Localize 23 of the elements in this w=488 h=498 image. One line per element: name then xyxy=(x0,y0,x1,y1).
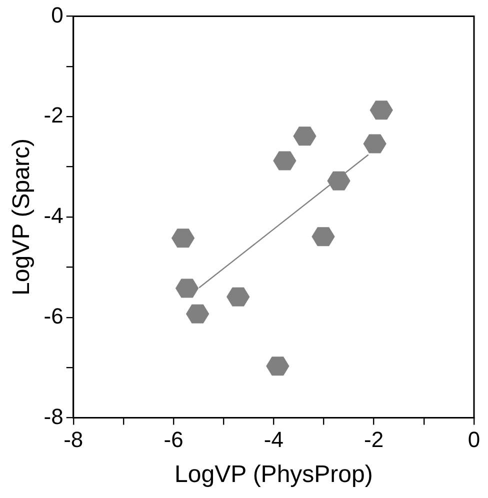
point xyxy=(363,134,386,154)
point xyxy=(172,228,195,248)
x-tick-label: 0 xyxy=(468,427,480,452)
y-tick-label: -2 xyxy=(44,102,64,128)
x-tick-label: -8 xyxy=(64,427,84,452)
y-axis-title: LogVP (Sparc) xyxy=(8,138,36,296)
point xyxy=(293,126,316,146)
point xyxy=(186,304,210,324)
y-tick-label: -4 xyxy=(44,203,64,228)
point xyxy=(327,171,350,190)
x-tick-label: -6 xyxy=(164,427,184,452)
y-tick-label: 0 xyxy=(51,2,64,28)
point xyxy=(273,151,296,170)
x-tick-label: -2 xyxy=(364,427,384,452)
point xyxy=(176,278,199,298)
y-tick-label: -8 xyxy=(44,404,64,429)
point xyxy=(266,356,290,376)
y-tick-label: -6 xyxy=(44,303,64,328)
point xyxy=(226,287,250,306)
x-axis-title: LogVP (PhysProp) xyxy=(174,461,373,488)
x-tick-label: -4 xyxy=(264,427,284,452)
point xyxy=(312,227,335,246)
point xyxy=(370,100,393,120)
